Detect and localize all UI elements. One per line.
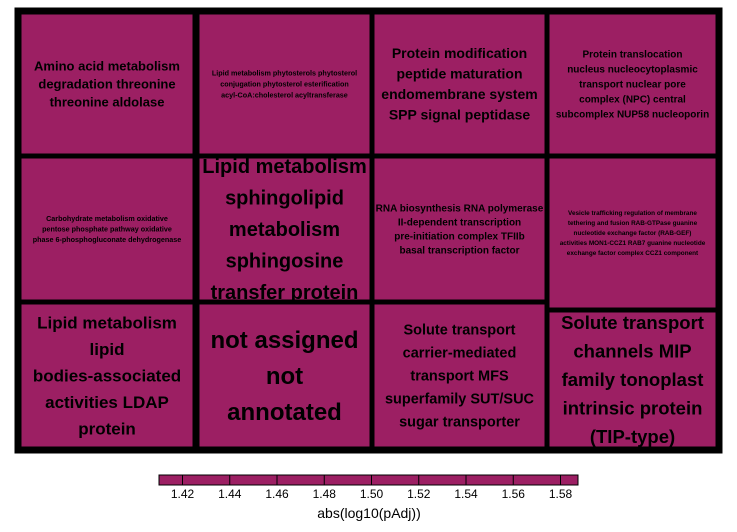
- legend-tick-label: 1.50: [360, 487, 384, 501]
- treemap-tile-rect: [544, 153, 721, 313]
- treemap-tile-label: Carbohydrate metabolism oxidative pentose…: [33, 214, 182, 244]
- legend-tick-label: 1.44: [218, 487, 242, 501]
- legend-tick-label: 1.46: [265, 487, 289, 501]
- treemap-tile: Lipid metabolism phytosterols phytostero…: [194, 9, 375, 159]
- treemap-tile-label: Solute transport channels MIP family tonop…: [561, 312, 704, 447]
- legend-color-bar: [158, 474, 579, 486]
- legend-tick-label: 1.48: [313, 487, 337, 501]
- treemap-tile-label: Vesicle trafficking regulation of membra…: [560, 210, 706, 257]
- legend-tick-label: 1.42: [171, 487, 195, 501]
- treemap-outer-border: [14, 7, 723, 454]
- treemap-tile-rect: [369, 153, 550, 305]
- treemap-tile-label: Protein translocation nucleus nucleocytop…: [556, 50, 709, 121]
- treemap-tile: Solute transport carrier-mediated transpor…: [369, 299, 550, 452]
- legend-tick-label: 1.58: [549, 487, 573, 501]
- treemap-tile-rect: [544, 307, 721, 452]
- treemap-tile: not assigned not annotated: [194, 299, 375, 452]
- treemap-tile-label: not assigned not annotated: [210, 327, 358, 426]
- treemap-tile: Lipid metabolism sphingolipid metabolism sp…: [194, 153, 375, 305]
- treemap-tile: Solute transport channels MIP family tonop…: [544, 307, 721, 452]
- treemap-tile-label: Solute transport carrier-mediated transpor…: [385, 323, 535, 431]
- legend-tick-label: 1.52: [407, 487, 431, 501]
- treemap-tile-rect: [544, 9, 721, 159]
- treemap-tile: RNA biosynthesis RNA polymerase II-depend…: [369, 153, 550, 305]
- treemap-tile-rect: [194, 9, 375, 159]
- treemap-tile: Lipid metabolism lipid bodies-associated ac…: [16, 299, 198, 452]
- treemap-tile-rect: [369, 299, 550, 452]
- legend-title: abs(log10(pAdj)): [317, 505, 421, 521]
- treemap-tile: Carbohydrate metabolism oxidative pentose…: [16, 153, 198, 305]
- legend-tick-label: 1.56: [502, 487, 526, 501]
- treemap-tile: Protein modification peptide maturation en…: [369, 9, 550, 159]
- treemap: Amino acid metabolism degradation threoni…: [14, 7, 723, 454]
- legend-tick-label: 1.54: [454, 487, 478, 501]
- treemap-tile-label: Amino acid metabolism degradation threoni…: [34, 59, 180, 110]
- treemap-tile: Vesicle trafficking regulation of membra…: [544, 153, 721, 313]
- treemap-tile-label: Lipid metabolism phytosterols phytostero…: [212, 69, 357, 100]
- treemap-tile-label: Lipid metabolism sphingolipid metabolism sp…: [202, 156, 366, 304]
- treemap-tile: Protein translocation nucleus nucleocytop…: [544, 9, 721, 159]
- treemap-tile-rect: [194, 299, 375, 452]
- treemap-tile-rect: [194, 153, 375, 305]
- treemap-tile-label: Lipid metabolism lipid bodies-associated ac…: [33, 313, 181, 438]
- treemap-tile-label: RNA biosynthesis RNA polymerase II-depend…: [376, 204, 544, 257]
- treemap-tile-rect: [369, 9, 550, 159]
- treemap-tile-label: Protein modification peptide maturation en…: [381, 45, 537, 123]
- treemap-tile-rect: [16, 299, 198, 452]
- treemap-tile: Amino acid metabolism degradation threoni…: [16, 9, 198, 159]
